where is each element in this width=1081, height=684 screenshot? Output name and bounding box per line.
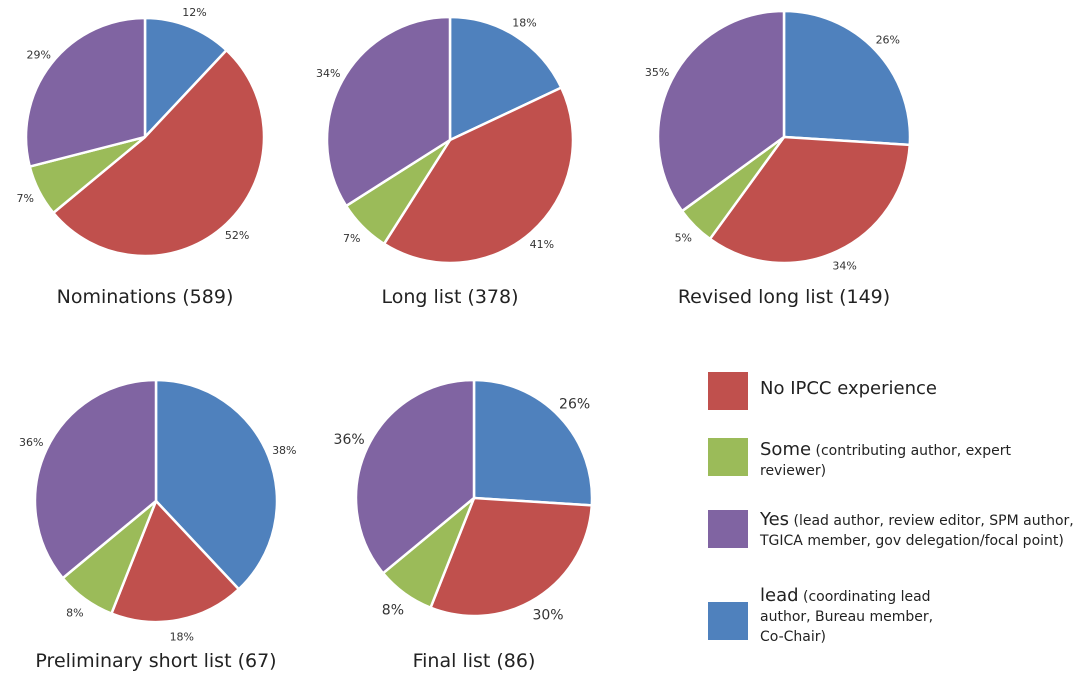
legend-text-some: Some (contributing author, expert review… <box>760 439 1012 480</box>
legend-label-no-experience: No IPCC experience <box>760 378 937 399</box>
pie-5-label-lead: 26% <box>559 396 590 412</box>
pie-5: 26% 30% 8% 36% Final list (86) <box>334 378 594 672</box>
legend-swatch-some <box>708 438 748 476</box>
legend-swatch-no-experience <box>708 372 748 410</box>
pie-5-slice-lead <box>472 378 594 507</box>
pie-4-slice-yes <box>33 378 158 580</box>
pie-3-slice-no <box>708 135 911 265</box>
pie-4-slice-no <box>110 499 241 624</box>
pie-4-slice-lead <box>154 378 279 591</box>
pie-1-slice-yes <box>24 16 147 168</box>
legend-swatch-yes <box>708 510 748 548</box>
pie-2-label-some: 7% <box>343 232 360 245</box>
legend-label-lead: lead <box>760 585 799 606</box>
pie-1-label-lead: 12% <box>182 6 206 19</box>
pie-1-slice-lead <box>143 16 228 139</box>
pie-2-slice-yes <box>325 15 452 208</box>
pie-2-label-yes: 34% <box>316 67 340 80</box>
legend-text-no-experience: No IPCC experience <box>760 379 1080 400</box>
pie-3-label-no: 34% <box>832 260 856 273</box>
pie-5-slice-yes <box>354 378 476 575</box>
pie-3-slice-yes <box>656 9 786 213</box>
pie-1-label-yes: 29% <box>26 48 50 61</box>
pie-4-label-no: 18% <box>170 630 194 643</box>
pie-1-slice-no <box>52 49 266 258</box>
pie-1-label-some: 7% <box>16 192 33 205</box>
legend-text-lead: lead (coordinating lead author, Bureau m… <box>760 585 934 646</box>
legend-label-some: Some <box>760 439 812 460</box>
pie-4-label-lead: 38% <box>272 444 296 457</box>
legend-text-yes: Yes (lead author, review editor, SPM aut… <box>760 509 1074 550</box>
pie-3-label-some: 5% <box>675 232 692 245</box>
pie-4: 38% 18% 8% 36% Preliminary short list (67) <box>19 378 297 672</box>
pie-4-label-some: 8% <box>66 606 83 619</box>
pie-5-slice-no <box>429 496 594 618</box>
pie-1-label-no: 52% <box>225 229 249 242</box>
pie-2-label-lead: 18% <box>512 17 536 30</box>
pie-3: 26% 34% 5% 35% Revised long list (149) <box>645 9 912 308</box>
pie-1-caption: Nominations (589) <box>57 286 234 308</box>
pie-4-label-yes: 36% <box>19 436 43 449</box>
legend-swatch-lead <box>708 602 748 640</box>
pie-2-label-no: 41% <box>530 238 554 251</box>
pie-5-caption: Final list (86) <box>413 650 536 672</box>
pie-2-caption: Long list (378) <box>381 286 518 308</box>
pie-2-slice-lead <box>448 15 563 142</box>
pie-5-label-yes: 36% <box>334 432 365 448</box>
pie-4-caption: Preliminary short list (67) <box>35 650 276 672</box>
pie-1: 12% 52% 7% 29% Nominations (589) <box>16 6 266 308</box>
legend-label-yes: Yes <box>760 509 790 530</box>
pie-2-slice-no <box>382 86 575 265</box>
pie-3-label-lead: 26% <box>876 33 900 46</box>
pie-2: 18% 41% 7% 34% Long list (378) <box>316 15 575 308</box>
pie-3-slice-lead <box>782 9 912 147</box>
pie-5-label-no: 30% <box>532 608 563 624</box>
pie-3-caption: Revised long list (149) <box>678 286 890 308</box>
pie-3-label-yes: 35% <box>645 66 669 79</box>
pie-5-label-some: 8% <box>382 603 404 619</box>
